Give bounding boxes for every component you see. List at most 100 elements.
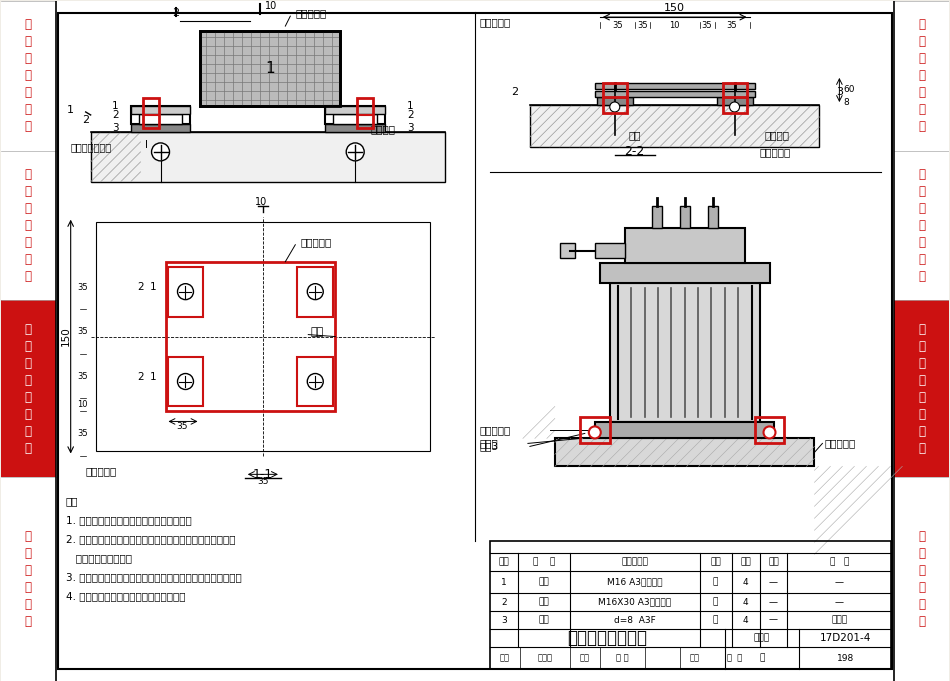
Text: 加固件: 加固件 bbox=[480, 439, 499, 448]
Text: 螺母与钢板塞焊: 螺母与钢板塞焊 bbox=[70, 142, 112, 152]
Bar bbox=[597, 97, 633, 105]
Bar bbox=[595, 83, 754, 89]
Circle shape bbox=[610, 102, 619, 112]
Text: 土
建
设
计
任
务
图: 土 建 设 计 任 务 图 bbox=[25, 168, 31, 283]
Bar bbox=[200, 31, 340, 106]
Bar bbox=[58, 13, 892, 669]
Bar bbox=[167, 357, 203, 407]
Bar bbox=[325, 106, 385, 124]
Text: 10: 10 bbox=[255, 197, 267, 207]
Text: —: — bbox=[835, 598, 844, 607]
Bar bbox=[490, 541, 891, 669]
Bar bbox=[90, 132, 445, 182]
Text: 崔 健: 崔 健 bbox=[616, 654, 629, 663]
Text: 4: 4 bbox=[743, 616, 749, 624]
Text: 35: 35 bbox=[702, 20, 712, 29]
Bar bbox=[560, 242, 575, 257]
Text: 1: 1 bbox=[407, 101, 413, 111]
Bar bbox=[297, 357, 333, 407]
Text: 1: 1 bbox=[150, 372, 157, 381]
Text: 35: 35 bbox=[77, 372, 88, 381]
Bar bbox=[96, 222, 430, 452]
Bar bbox=[1, 1, 56, 151]
Bar bbox=[130, 106, 191, 124]
Text: 2-2: 2-2 bbox=[624, 146, 645, 159]
Text: 变
压
器
室
布
置
图: 变 压 器 室 布 置 图 bbox=[25, 18, 31, 133]
Text: M16X30 A3（镀锌）: M16X30 A3（镀锌） bbox=[598, 598, 672, 607]
Circle shape bbox=[589, 426, 600, 439]
Text: 变压器基础: 变压器基础 bbox=[825, 439, 856, 448]
Bar bbox=[610, 283, 759, 422]
Text: 198: 198 bbox=[837, 654, 854, 663]
Text: 4: 4 bbox=[743, 598, 749, 607]
Bar bbox=[894, 477, 949, 681]
Text: 3. 图中表示的压套每台变压器用四个，制作时注意两两对称。: 3. 图中表示的压套每台变压器用四个，制作时注意两两对称。 bbox=[66, 572, 241, 582]
Text: 1: 1 bbox=[266, 61, 275, 76]
Text: 2. 采用加固件的螺母与预埋钢板塞焊，并用加固件在变压器: 2. 采用加固件的螺母与预埋钢板塞焊，并用加固件在变压器 bbox=[66, 535, 236, 544]
Text: M16 A3（镀锌）: M16 A3（镀锌） bbox=[607, 577, 662, 586]
Text: 型号及规格: 型号及规格 bbox=[621, 558, 648, 567]
Text: 8: 8 bbox=[844, 99, 849, 108]
Text: 变压器抗震加固图: 变压器抗震加固图 bbox=[567, 629, 647, 647]
Bar bbox=[555, 439, 814, 466]
Text: 变压器基础: 变压器基础 bbox=[759, 147, 790, 157]
Text: 预埋钢板: 预埋钢板 bbox=[765, 130, 789, 140]
Circle shape bbox=[346, 143, 364, 161]
Text: 1. 本方案适用于底座为槽钢脚方的变压器。: 1. 本方案适用于底座为槽钢脚方的变压器。 bbox=[66, 516, 192, 525]
Text: 常
用
设
备
构
件
安
装: 常 用 设 备 构 件 安 装 bbox=[25, 323, 31, 455]
Text: 3: 3 bbox=[407, 123, 413, 133]
Bar bbox=[56, 1, 894, 681]
Text: 1: 1 bbox=[501, 577, 507, 586]
Text: 10: 10 bbox=[265, 1, 277, 11]
Bar bbox=[200, 31, 340, 106]
Text: 钢板: 钢板 bbox=[539, 616, 549, 624]
Bar bbox=[595, 422, 774, 439]
Text: 王向东: 王向东 bbox=[538, 654, 552, 663]
Bar bbox=[139, 114, 182, 124]
Text: 相
关
技
术
资
料: 相 关 技 术 资 料 bbox=[919, 530, 925, 628]
Text: 校对: 校对 bbox=[580, 654, 590, 663]
Bar bbox=[894, 1, 949, 681]
Text: 图集号: 图集号 bbox=[754, 633, 770, 643]
Bar bbox=[530, 105, 820, 147]
Text: 35: 35 bbox=[77, 327, 88, 336]
Text: 常
用
设
备
构
件
安
装: 常 用 设 备 构 件 安 装 bbox=[919, 323, 925, 455]
Text: 序号: 序号 bbox=[499, 558, 509, 567]
Text: 17D201-4: 17D201-4 bbox=[820, 633, 871, 643]
Text: 设计: 设计 bbox=[690, 654, 699, 663]
Text: 土
建
设
计
任
务
图: 土 建 设 计 任 务 图 bbox=[919, 168, 925, 283]
Text: 3: 3 bbox=[112, 123, 119, 133]
Bar bbox=[894, 1, 949, 151]
Text: 1: 1 bbox=[150, 282, 157, 291]
Bar bbox=[652, 206, 662, 227]
Text: 焊接: 焊接 bbox=[629, 130, 641, 140]
Text: 150: 150 bbox=[664, 3, 685, 13]
Text: 4. 明细表中的数量为一组加固件的数量。: 4. 明细表中的数量为一组加固件的数量。 bbox=[66, 591, 185, 601]
Text: 35: 35 bbox=[77, 430, 88, 439]
Bar bbox=[625, 227, 745, 263]
Text: 2: 2 bbox=[172, 8, 179, 18]
Text: 1: 1 bbox=[66, 105, 74, 115]
Text: —: — bbox=[769, 598, 778, 607]
Text: 变压器底座: 变压器底座 bbox=[480, 17, 511, 27]
Text: 变压器底座: 变压器底座 bbox=[295, 8, 327, 18]
Text: —: — bbox=[835, 577, 844, 586]
Text: 螺栓: 螺栓 bbox=[539, 598, 549, 607]
Bar bbox=[894, 300, 949, 477]
Circle shape bbox=[178, 373, 194, 390]
Bar bbox=[333, 114, 377, 124]
Bar bbox=[679, 206, 690, 227]
Text: 2: 2 bbox=[502, 598, 506, 607]
Bar bbox=[1, 300, 56, 477]
Text: 页次: 页次 bbox=[769, 558, 779, 567]
Text: 2: 2 bbox=[112, 110, 119, 120]
Text: 台: 台 bbox=[712, 598, 718, 607]
Text: 35: 35 bbox=[727, 20, 737, 29]
Bar bbox=[708, 206, 717, 227]
Text: 变压器底座: 变压器底座 bbox=[480, 426, 511, 435]
Text: 2: 2 bbox=[137, 282, 143, 291]
Text: 变压器基础: 变压器基础 bbox=[86, 466, 117, 476]
Circle shape bbox=[307, 284, 323, 300]
Text: 35: 35 bbox=[636, 20, 648, 29]
Circle shape bbox=[152, 143, 169, 161]
